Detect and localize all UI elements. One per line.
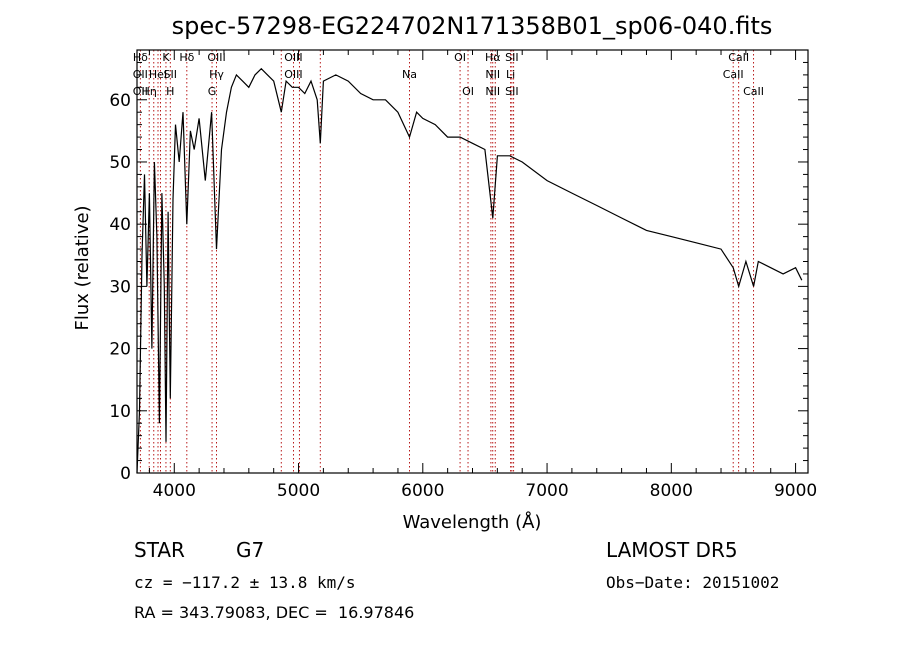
line-label: CaII	[723, 68, 744, 81]
line-label: Li	[506, 68, 515, 81]
chart-title: spec-57298-EG224702N171358B01_sp06-040.f…	[172, 12, 773, 40]
object-subclass: G7	[236, 538, 265, 562]
survey-name: LAMOST DR5	[606, 538, 738, 562]
line-label: SII	[505, 51, 518, 64]
redshift-readout: cz = −117.2 ± 13.8 km/s	[134, 573, 356, 592]
line-label: OIII	[207, 51, 225, 64]
y-axis-label: Flux (relative)	[72, 205, 93, 330]
line-marker-group	[139, 50, 755, 473]
spectrum-chart: spec-57298-EG224702N171358B01_sp06-040.f…	[72, 12, 817, 533]
coordinates-readout: RA = 343.79083, DEC = 16.97846	[134, 603, 415, 622]
x-tick-label: 9000	[774, 481, 817, 501]
line-label: Hγ	[209, 68, 224, 81]
x-tick-label: 8000	[650, 481, 693, 501]
line-label: SII	[164, 68, 177, 81]
y-tick-label: 20	[109, 340, 131, 360]
line-label: SII	[505, 85, 518, 98]
line-label: NII	[485, 85, 500, 98]
line-label: Hδ	[179, 51, 194, 64]
line-label: Hα	[485, 51, 501, 64]
y-axis: 0 10 20 30 40 50 60	[109, 61, 808, 484]
line-label: Hη	[142, 85, 157, 98]
plot-frame	[136, 49, 809, 474]
x-tick-label: 4000	[153, 481, 196, 501]
line-label: G	[208, 85, 217, 98]
x-tick-label: 7000	[525, 481, 568, 501]
line-label: OII	[133, 68, 148, 81]
line-label: OIII	[284, 51, 302, 64]
y-tick-label: 10	[109, 402, 131, 422]
y-tick-label: 40	[109, 215, 131, 235]
observation-date: Obs−Date: 20151002	[606, 573, 780, 592]
y-tick-label: 50	[109, 153, 131, 173]
line-label: HeI	[149, 68, 167, 81]
line-label: K	[162, 51, 170, 64]
line-label: NII	[485, 68, 500, 81]
spectrum-line	[136, 67, 803, 474]
line-label: OI	[462, 85, 474, 98]
line-label: OI	[454, 51, 466, 64]
line-label: Hδ	[133, 51, 148, 64]
line-label: OIII	[284, 68, 302, 81]
line-label: OII	[133, 85, 148, 98]
x-axis: 4000 5000 6000 7000 8000 9000	[148, 50, 817, 501]
line-label: Na	[402, 68, 417, 81]
line-label: CaII	[743, 85, 764, 98]
y-tick-label: 0	[120, 464, 131, 484]
object-class: STAR	[134, 538, 185, 562]
x-axis-label: Wavelength (Å)	[403, 511, 542, 533]
line-label: CaII	[728, 51, 749, 64]
x-tick-label: 5000	[277, 481, 320, 501]
y-tick-label: 30	[109, 277, 131, 297]
x-tick-label: 6000	[401, 481, 444, 501]
line-label: H	[166, 85, 174, 98]
y-tick-label: 60	[109, 91, 131, 111]
